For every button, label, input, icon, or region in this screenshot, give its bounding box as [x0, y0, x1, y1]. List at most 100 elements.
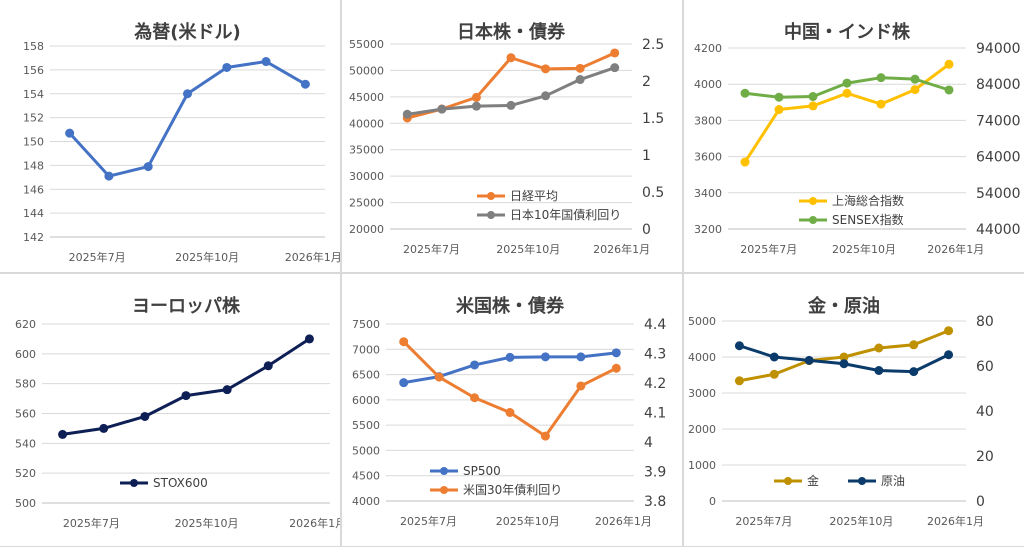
data-point: [470, 393, 480, 403]
y2-tick-label: 4.1: [644, 406, 666, 422]
y2-tick-label: 94000: [976, 41, 1021, 57]
data-point: [506, 53, 516, 63]
legend-label: 原油: [881, 474, 905, 488]
y-tick-label: 0: [709, 495, 716, 508]
y2-tick-label: 3.8: [644, 494, 666, 510]
data-point: [471, 101, 481, 111]
data-point: [808, 92, 818, 102]
y-tick-label: 30000: [349, 170, 384, 183]
legend-marker: [809, 197, 817, 205]
data-point: [944, 350, 954, 360]
y2-tick-label: 2.5: [642, 37, 664, 53]
chart-panel-china-india-stocks: 中国・インド株 3200 3400 3600 3800 4000 4200 44000 5400…: [684, 0, 1024, 272]
x-tick-label: 2025年10月: [829, 514, 893, 528]
data-point: [740, 88, 750, 98]
y-tick-label: 7000: [352, 343, 380, 356]
legend-label: 上海総合指数: [832, 193, 904, 208]
data-point: [734, 341, 744, 351]
y-tick-label: 55000: [349, 38, 384, 51]
y-tick-label: 154: [23, 88, 44, 101]
data-point: [402, 109, 412, 119]
y-tick-label: 5500: [352, 419, 380, 432]
data-point: [104, 171, 114, 181]
y-tick-label: 600: [15, 348, 36, 361]
y2-tick-label: 40: [976, 404, 994, 420]
data-point: [611, 348, 621, 358]
chart-panel-gold-oil: 金・原油 0 1000 2000 3000 4000 5000 0 20 40 60 80 2025年7…: [684, 274, 1024, 546]
chart-panel-japan-stocks-bonds: 日本株・債券 20000 25000 30000 35000 40000 45000 5000…: [342, 0, 682, 272]
data-point: [222, 62, 232, 72]
y2-tick-label: 3.9: [644, 465, 666, 481]
data-point: [774, 105, 784, 115]
y-tick-label: 1000: [688, 459, 716, 472]
y-tick-label: 4200: [694, 42, 722, 55]
chart-title: ヨーロッパ株: [132, 295, 241, 317]
y2-tick-label: 74000: [976, 113, 1021, 129]
data-point: [181, 391, 191, 401]
data-point: [909, 367, 919, 377]
legend-marker: [130, 479, 138, 487]
x-tick-label: 2025年7月: [400, 514, 457, 528]
data-point: [505, 408, 515, 417]
chart-title: 米国株・債券: [456, 295, 565, 317]
data-point: [304, 334, 314, 344]
legend-marker: [487, 192, 495, 200]
data-point: [740, 157, 750, 167]
y2-tick-label: 4: [644, 435, 653, 451]
y2-tick-label: 4.3: [644, 347, 666, 363]
data-point: [610, 48, 620, 58]
y-tick-label: 3400: [694, 187, 722, 200]
legend-marker: [487, 211, 495, 219]
data-point: [839, 352, 849, 362]
data-point: [842, 78, 852, 88]
y-tick-label: 150: [23, 136, 44, 149]
chart-svg: 中国・インド株 3200 3400 3600 3800 4000 4200 44000 5400…: [694, 21, 1021, 256]
x-tick-label: 2025年7月: [69, 250, 126, 264]
y-tick-label: 20000: [349, 223, 384, 236]
data-point: [399, 337, 409, 347]
y-tick-label: 148: [23, 159, 44, 172]
legend-label: 米国30年債利回り: [463, 482, 562, 497]
y-tick-label: 560: [15, 408, 36, 421]
data-point: [610, 63, 620, 73]
x-tick-label: 2026年1月: [595, 514, 652, 528]
chart-title: 金・原油: [807, 295, 880, 317]
data-point: [769, 352, 779, 362]
data-point: [506, 100, 516, 110]
y2-tick-label: 0: [976, 494, 985, 510]
y-tick-label: 4000: [694, 78, 722, 91]
data-point: [910, 74, 920, 84]
chart-svg: 米国株・債券 4000 4500 5000 5500 6000 6500 7000 7500 3.…: [352, 295, 666, 528]
y-tick-label: 500: [15, 497, 36, 510]
y2-tick-label: 20: [976, 449, 994, 465]
legend-marker: [784, 477, 792, 485]
y-tick-label: 156: [23, 64, 44, 77]
data-point: [541, 64, 551, 74]
y2-tick-label: 0: [642, 222, 651, 238]
y-tick-label: 50000: [349, 64, 384, 77]
y2-tick-label: 44000: [976, 222, 1021, 238]
y2-tick-label: 1.5: [642, 111, 664, 127]
x-tick-label: 2025年10月: [496, 514, 560, 528]
data-point: [437, 104, 447, 114]
y2-tick-label: 64000: [976, 150, 1021, 166]
x-tick-label: 2026年1月: [289, 516, 340, 530]
legend-label: SENSEX指数: [832, 212, 904, 227]
y2-tick-label: 60: [976, 359, 994, 375]
data-point: [576, 352, 586, 362]
x-tick-label: 2025年7月: [403, 242, 460, 256]
legend-label: 日経平均: [510, 189, 558, 203]
legend-label: STOX600: [153, 476, 208, 490]
y2-tick-label: 4.2: [644, 376, 666, 392]
chart-panel-europe-stocks: ヨーロッパ株 500 520 540 560 580 600 620 2025年7月 2025年1…: [0, 274, 340, 546]
data-point: [140, 411, 150, 421]
chart-svg: 為替(米ドル) 142 144 146 148 150 152 154 156 158 2025年7…: [23, 21, 340, 264]
y-tick-label: 5000: [352, 444, 380, 457]
y-tick-label: 4500: [352, 470, 380, 483]
data-point: [874, 366, 884, 375]
data-point: [143, 162, 153, 172]
x-tick-label: 2026年1月: [927, 242, 984, 256]
chart-title: 中国・インド株: [784, 21, 911, 43]
y-tick-label: 5000: [688, 315, 716, 328]
data-point: [222, 385, 232, 395]
